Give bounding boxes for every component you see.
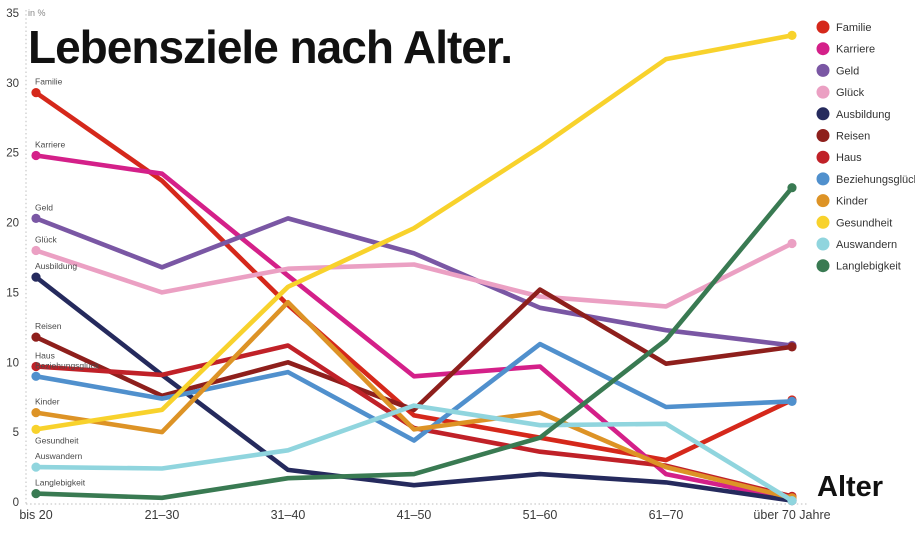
legend-swatch-geld: [816, 63, 830, 77]
series-line-geld: [33, 216, 795, 348]
y-tick-label: 0: [13, 497, 19, 509]
x-tick-label: 31–40: [271, 508, 306, 522]
series-end-dot: [787, 238, 797, 249]
y-tick-label: 10: [6, 357, 19, 369]
legend-label: Gesundheit: [836, 217, 892, 229]
series-line-gesundheit: [33, 33, 795, 432]
series-line-auswandern: [33, 403, 795, 503]
series-start-label: Familie: [35, 77, 63, 87]
series-start-dot: [31, 361, 41, 372]
series-start-dot: [31, 272, 41, 282]
series-line-karriere: [33, 153, 795, 502]
series-line-kinder: [33, 299, 795, 501]
series-start-label: Gesundheit: [35, 435, 79, 445]
legend-swatch-familie: [816, 20, 830, 34]
legend-label: Glück: [836, 87, 865, 99]
legend-label: Karriere: [836, 44, 875, 56]
series-start-label: Ausbildung: [35, 261, 77, 271]
legend-label: Familie: [836, 22, 871, 34]
x-axis-title: Alter: [817, 471, 884, 503]
series-start-dot: [31, 332, 41, 342]
series-line-beziehungsglück: [33, 341, 795, 443]
series-start-label: Glück: [35, 235, 57, 245]
series-start-label: Geld: [35, 202, 53, 212]
y-axis-unit-label: in %: [28, 8, 46, 18]
x-tick-label: 21–30: [145, 508, 180, 522]
series-line-reisen: [33, 287, 795, 413]
series-start-dot: [31, 245, 41, 256]
legend-swatch-ausbildung: [816, 107, 830, 121]
y-tick-label: 35: [6, 8, 19, 20]
series-line-familie: [33, 90, 795, 463]
y-tick-label: 25: [6, 148, 19, 160]
series-end-dot: [787, 396, 797, 406]
legend-label: Ausbildung: [836, 109, 890, 121]
x-tick-label: 61–70: [649, 508, 684, 522]
y-tick-label: 20: [6, 218, 19, 230]
legend-swatch-karriere: [816, 42, 830, 56]
legend-swatch-langlebigkeit: [816, 259, 830, 273]
x-tick-label: 41–50: [397, 508, 432, 522]
legend-label: Langlebigkeit: [836, 261, 901, 273]
series-start-label: Kinder: [35, 397, 60, 407]
series-line-glück: [33, 241, 795, 309]
series-start-dot: [31, 371, 41, 381]
series-end-dot: [787, 30, 797, 40]
chart-title: Lebensziele nach Alter.: [28, 21, 513, 73]
legend-label: Beziehungsglück: [836, 174, 915, 186]
x-tick-label: 51–60: [523, 508, 558, 522]
series-end-dot: [787, 342, 797, 352]
legend-label: Kinder: [836, 196, 868, 208]
series-start-label: Beziehungsglück: [35, 360, 100, 370]
legend-label: Haus: [836, 152, 862, 164]
series-line-langlebigkeit: [33, 185, 795, 501]
series-start-label: Auswandern: [35, 451, 83, 461]
series-start-label: Reisen: [35, 321, 62, 331]
legend-label: Auswandern: [836, 239, 897, 251]
legend-swatch-reisen: [816, 129, 830, 142]
series-end-dot: [787, 496, 797, 506]
series-start-dot: [31, 462, 41, 472]
legend-label: Geld: [836, 65, 859, 77]
series-start-dot: [31, 88, 41, 98]
series-start-dot: [31, 424, 41, 434]
y-tick-label: 30: [6, 78, 19, 90]
series-start-dot: [31, 408, 41, 418]
legend-swatch-gesundheit: [816, 215, 830, 229]
y-tick-label: 5: [13, 427, 19, 439]
series-start-dot: [31, 489, 41, 499]
legend-swatch-beziehungsglück: [816, 172, 830, 186]
series-start-label: Langlebigkeit: [35, 478, 86, 488]
legend-swatch-haus: [816, 150, 830, 164]
legend-swatch-auswandern: [816, 237, 830, 251]
series-start-label: Karriere: [35, 140, 66, 150]
series-start-dot: [31, 213, 41, 223]
series-start-dot: [31, 150, 41, 161]
legend-label: Reisen: [836, 131, 870, 143]
legend-swatch-glück: [816, 85, 830, 99]
series-end-dot: [787, 183, 797, 193]
x-tick-label: bis 20: [19, 508, 52, 522]
x-tick-label: über 70 Jahre: [753, 508, 830, 522]
legend-swatch-kinder: [816, 194, 830, 208]
y-tick-label: 15: [6, 287, 19, 299]
series-start-label: Haus: [35, 350, 55, 360]
